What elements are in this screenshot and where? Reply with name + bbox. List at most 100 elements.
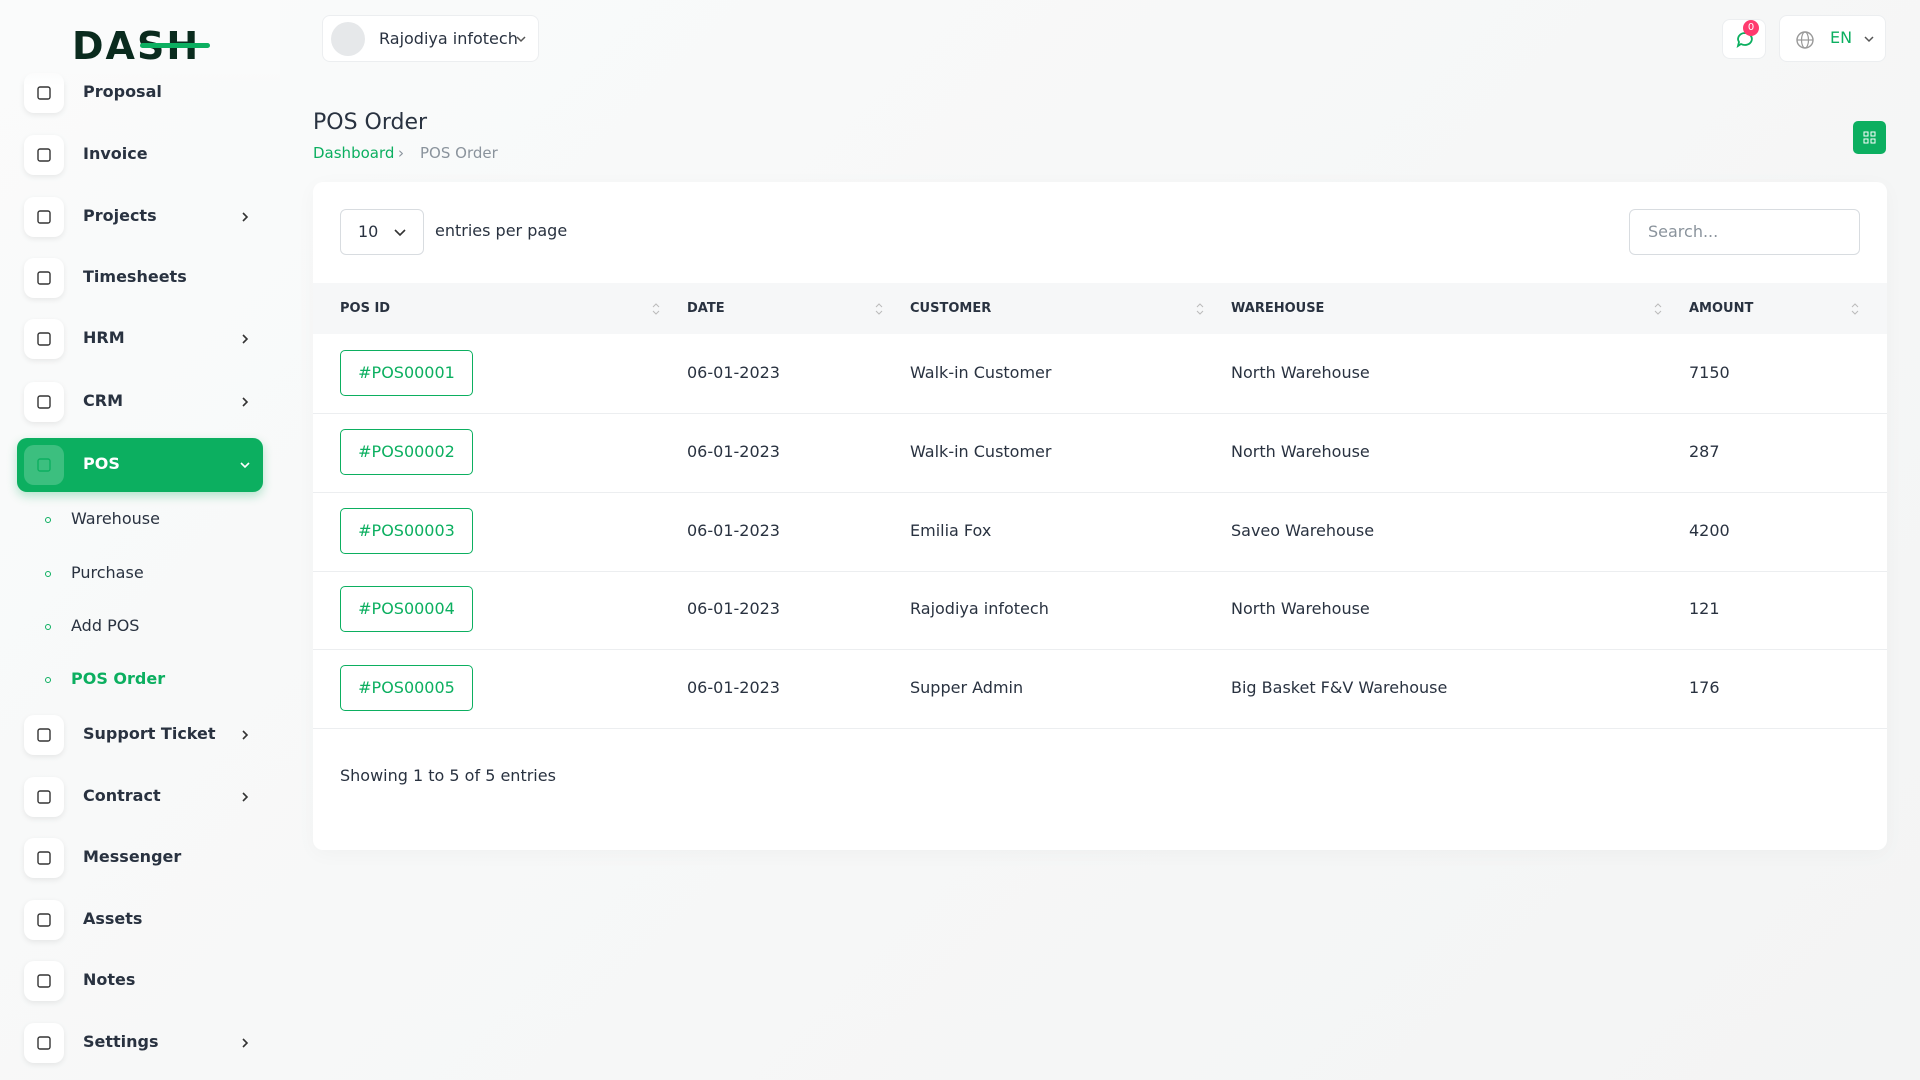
nav-item[interactable]: Messenger bbox=[17, 831, 263, 885]
nav-label: Support Ticket bbox=[83, 724, 216, 743]
page-size-select[interactable]: 10 bbox=[340, 209, 424, 255]
icon-glyph bbox=[37, 332, 51, 346]
nav-subitem[interactable]: Add POS bbox=[71, 616, 140, 635]
nav-label: Projects bbox=[83, 206, 157, 225]
grid-view-button[interactable] bbox=[1853, 121, 1886, 154]
nav-icon bbox=[24, 838, 64, 878]
column-header[interactable]: WAREHOUSE bbox=[1231, 301, 1325, 316]
page-size: 10 bbox=[358, 222, 379, 241]
nav-icon bbox=[24, 258, 64, 298]
chevron bbox=[242, 397, 249, 407]
nav-label: HRM bbox=[83, 328, 125, 347]
icon-glyph bbox=[37, 395, 51, 409]
nav-item[interactable]: Invoice bbox=[17, 128, 263, 182]
cell: 06-01-2023 bbox=[687, 678, 780, 698]
icon-glyph bbox=[37, 790, 51, 804]
nav-item[interactable]: CRM bbox=[17, 375, 263, 429]
nav-subitem[interactable]: Warehouse bbox=[71, 509, 160, 528]
icon-glyph bbox=[37, 210, 51, 224]
chevron bbox=[1864, 36, 1874, 43]
nav-label: CRM bbox=[83, 391, 123, 410]
cell: 06-01-2023 bbox=[687, 441, 780, 461]
notification-count: 0 bbox=[1743, 20, 1759, 36]
breadcrumb-link[interactable]: Dashboard bbox=[313, 144, 395, 162]
row-divider bbox=[313, 649, 1887, 651]
avatar bbox=[331, 22, 365, 56]
cell: 06-01-2023 bbox=[687, 363, 780, 382]
page-size-label: entries per page bbox=[435, 221, 568, 240]
icon-glyph bbox=[37, 728, 51, 742]
cell: Walk-in Customer bbox=[910, 363, 1052, 382]
nav-label: Contract bbox=[83, 786, 161, 805]
order-id-link[interactable]: #POS00002 bbox=[340, 428, 473, 475]
nav-item[interactable]: HRM bbox=[17, 312, 263, 366]
breadcrumb-separator: › bbox=[398, 144, 404, 162]
order-id-link[interactable]: #POS00001 bbox=[340, 350, 473, 396]
nav-label: Messenger bbox=[83, 847, 182, 866]
sort-icon bbox=[1851, 303, 1859, 315]
sort-icon bbox=[1654, 303, 1662, 315]
column-header[interactable]: CUSTOMER bbox=[910, 301, 992, 316]
nav-icon bbox=[24, 319, 64, 359]
sort-icon bbox=[875, 303, 883, 315]
table-header: POS ID DATE CUSTOMER WAREHOUSE AMOUNT bbox=[313, 283, 1887, 334]
cell: 06-01-2023 bbox=[687, 599, 780, 619]
nav-label: POS bbox=[83, 454, 120, 473]
chevron bbox=[242, 212, 249, 222]
cell: North Warehouse bbox=[1231, 599, 1370, 619]
search-input[interactable]: Search... bbox=[1629, 209, 1860, 255]
nav-icon bbox=[24, 777, 64, 817]
chevron bbox=[516, 36, 526, 43]
cell: Supper Admin bbox=[910, 678, 1024, 698]
icon-glyph bbox=[37, 851, 51, 865]
cell: Rajodiya infotech bbox=[910, 599, 1049, 619]
icon-glyph bbox=[37, 148, 51, 162]
row-divider bbox=[313, 570, 1887, 572]
chevron bbox=[242, 334, 249, 344]
order-id-link[interactable]: #POS00005 bbox=[340, 665, 473, 712]
bullet bbox=[45, 677, 51, 683]
icon-glyph bbox=[37, 458, 51, 472]
grid-icon bbox=[1863, 131, 1876, 144]
cell: 121 bbox=[1689, 599, 1720, 619]
bullet bbox=[45, 517, 51, 523]
cell: Walk-in Customer bbox=[910, 441, 1052, 461]
globe-icon bbox=[1796, 31, 1814, 49]
nav-item[interactable]: Assets bbox=[17, 893, 263, 947]
cell: 06-01-2023 bbox=[687, 520, 780, 540]
cell: 176 bbox=[1689, 678, 1720, 698]
table-card: 10 entries per page Search... POS ID DATE… bbox=[313, 182, 1887, 850]
nav-item[interactable]: Notes bbox=[17, 954, 263, 1008]
nav-item[interactable]: Timesheets bbox=[17, 251, 263, 305]
nav-item[interactable]: Support Ticket bbox=[17, 708, 263, 762]
column-header[interactable]: DATE bbox=[687, 301, 725, 316]
nav-subitem[interactable]: POS Order bbox=[71, 669, 166, 688]
nav-subitem[interactable]: Purchase bbox=[71, 563, 144, 582]
nav-item[interactable]: POS bbox=[17, 438, 263, 492]
row-divider bbox=[313, 491, 1887, 493]
cell: North Warehouse bbox=[1231, 363, 1370, 382]
nav-icon bbox=[24, 715, 64, 755]
language-button[interactable]: EN bbox=[1779, 15, 1886, 62]
page-title: POS Order bbox=[313, 110, 428, 135]
row-divider bbox=[313, 728, 1887, 730]
user-menu[interactable]: Rajodiya infotech bbox=[322, 15, 539, 62]
bullet bbox=[45, 571, 51, 577]
column-header[interactable]: AMOUNT bbox=[1689, 301, 1754, 316]
bullet bbox=[45, 624, 51, 630]
nav-icon bbox=[24, 445, 64, 485]
nav-item[interactable]: Settings bbox=[17, 1016, 263, 1070]
column-header[interactable]: POS ID bbox=[340, 301, 391, 316]
order-id-link[interactable]: #POS00003 bbox=[340, 507, 473, 554]
chevron bbox=[242, 1038, 249, 1048]
order-id-link[interactable]: #POS00004 bbox=[340, 586, 473, 633]
cell: Saveo Warehouse bbox=[1231, 520, 1375, 540]
table-info: Showing 1 to 5 of 5 entries bbox=[340, 766, 556, 785]
sort-icon bbox=[652, 303, 660, 315]
breadcrumb-current: POS Order bbox=[420, 144, 498, 162]
cell: 4200 bbox=[1689, 520, 1730, 540]
nav-item[interactable]: Contract bbox=[17, 770, 263, 824]
nav-item[interactable]: Projects bbox=[17, 190, 263, 244]
nav-label: Settings bbox=[83, 1032, 159, 1051]
